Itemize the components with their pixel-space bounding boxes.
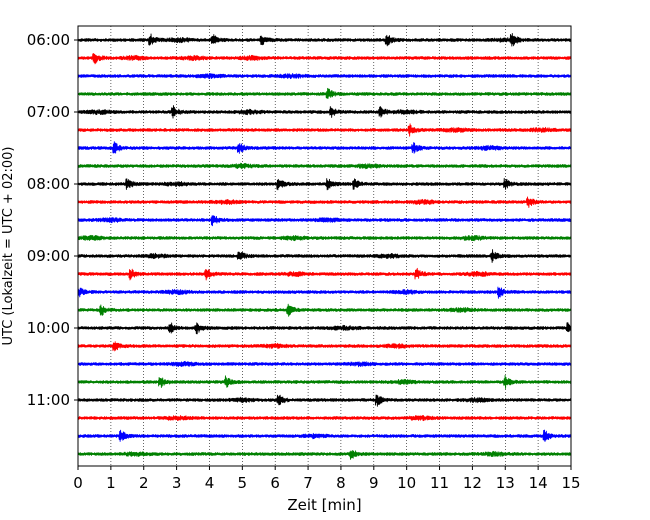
seismic-trace-1015	[77, 341, 572, 352]
seismic-trace-0930	[77, 286, 572, 299]
seismic-trace-1145	[77, 450, 572, 460]
x-tick-label: 14	[529, 474, 548, 492]
x-tick-label: 11	[430, 474, 449, 492]
plot-frame	[77, 25, 572, 467]
seismic-trace-0630	[77, 72, 572, 80]
seismic-trace-0800	[77, 177, 572, 191]
seismic-trace-0730	[77, 141, 572, 154]
x-tick-label: 9	[369, 474, 379, 492]
seismic-trace-0945	[77, 303, 572, 317]
x-tick-label: 10	[397, 474, 416, 492]
x-axis-ticks: 0 1 2 3 4 5 6 7 8 9 10 11 12 13 14 15	[73, 466, 581, 492]
x-tick-label: 0	[73, 474, 83, 492]
x-tick-label: 5	[238, 474, 248, 492]
seismic-trace-0815	[77, 196, 572, 208]
seismic-trace-1130	[77, 429, 572, 442]
x-tick-label: 3	[172, 474, 182, 492]
y-tick-label: 08:00	[27, 175, 70, 193]
x-tick-label: 1	[106, 474, 116, 492]
x-tick-label: 7	[303, 474, 313, 492]
y-tick-label: 11:00	[27, 391, 70, 409]
y-tick-label: 06:00	[27, 31, 70, 49]
x-axis-label: Zeit [min]	[287, 496, 361, 514]
y-tick-label: 09:00	[27, 247, 70, 265]
y-tick-label: 07:00	[27, 103, 70, 121]
x-tick-label: 4	[205, 474, 215, 492]
x-tick-label: 2	[139, 474, 149, 492]
seismic-trace-0715	[77, 123, 572, 137]
y-axis-label: UTC (Lokalzeit = UTC + 02:00)	[1, 147, 16, 346]
plot-background	[78, 26, 571, 466]
seismic-traces	[77, 33, 572, 460]
seismic-trace-1030	[77, 360, 572, 368]
seismic-trace-0615	[77, 52, 572, 65]
x-tick-label: 15	[561, 474, 580, 492]
y-tick-label: 10:00	[27, 319, 70, 337]
seismic-trace-0700	[77, 105, 572, 119]
x-tick-label: 13	[496, 474, 515, 492]
seismic-trace-0745	[77, 162, 572, 170]
seismic-trace-1045	[77, 374, 572, 389]
seismic-trace-0830	[77, 215, 572, 227]
seismic-trace-1100	[77, 394, 572, 407]
seismic-trace-0915	[77, 267, 572, 281]
x-tick-label: 8	[336, 474, 346, 492]
seismic-trace-0845	[77, 234, 572, 242]
seismic-trace-1115	[77, 415, 572, 422]
x-tick-label: 12	[463, 474, 482, 492]
seismic-trace-1000	[77, 322, 572, 335]
x-tick-label: 6	[270, 474, 280, 492]
x-grid	[110, 26, 539, 466]
seismic-trace-0600	[77, 33, 572, 47]
y-axis-ticks: 06:00 07:00 08:00 09:00 10:00 11:00	[27, 31, 78, 409]
seismic-trace-0645	[77, 87, 572, 99]
seismic-trace-0900	[77, 249, 572, 263]
